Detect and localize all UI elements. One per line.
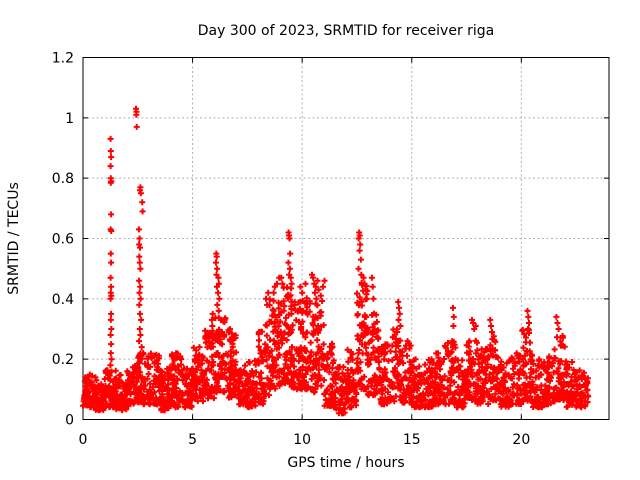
x-tick-label: 15: [403, 432, 421, 448]
y-tick-label: 0: [65, 413, 74, 429]
y-axis-label: SRMTID / TECUs: [6, 182, 22, 295]
y-tick-label: 1.2: [52, 51, 74, 67]
y-tick-label: 0.8: [52, 171, 74, 187]
y-tick-label: 0.6: [52, 232, 74, 248]
tick-marks: [82, 57, 609, 420]
scatter-points: [80, 105, 592, 417]
x-tick-label: 20: [512, 432, 530, 448]
y-tick-label: 0.4: [52, 292, 74, 308]
x-axis-label: GPS time / hours: [287, 455, 404, 471]
y-tick-label: 0.2: [52, 352, 74, 368]
grid: [83, 57, 609, 420]
chart-title: Day 300 of 2023, SRMTID for receiver rig…: [198, 23, 495, 39]
y-tick-label: 1: [65, 111, 74, 127]
x-tick-label: 5: [188, 432, 197, 448]
x-tick-label: 0: [79, 432, 88, 448]
x-tick-label: 10: [293, 432, 311, 448]
